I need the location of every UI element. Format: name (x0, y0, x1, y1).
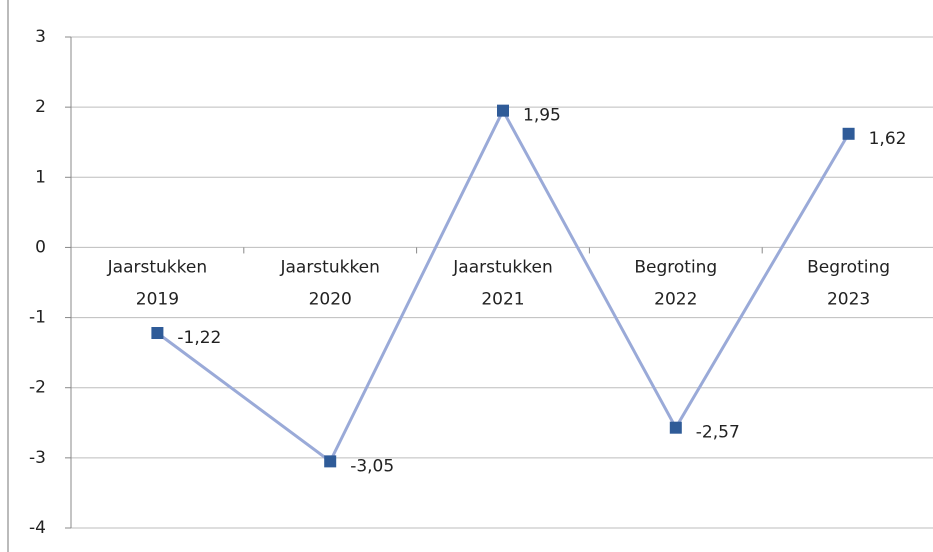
y-tick-label: 0 (35, 237, 46, 257)
data-point (669, 421, 682, 434)
y-tick-label: 3 (35, 27, 46, 47)
data-label: -1,22 (177, 328, 221, 348)
data-point (842, 127, 855, 140)
y-tick-label: 1 (35, 167, 46, 187)
data-line (156, 107, 850, 464)
y-tick-label: -3 (29, 448, 46, 468)
x-tick-label: Jaarstukken 2021 (452, 257, 552, 309)
x-tick-label: Jaarstukken 2019 (107, 257, 207, 309)
y-tick-label: -2 (29, 378, 46, 398)
y-tick-label: -1 (29, 308, 46, 328)
data-point (324, 455, 337, 468)
data-label: 1,95 (523, 106, 561, 126)
data-label: -2,57 (696, 423, 740, 443)
x-tick-label: Jaarstukken 2020 (279, 257, 379, 309)
data-label: 1,62 (869, 129, 907, 149)
y-tick-label: -4 (29, 518, 46, 538)
data-point (151, 327, 164, 340)
x-tick-label: Begroting 2023 (807, 257, 890, 309)
y-tick-label: 2 (35, 97, 46, 117)
data-point (497, 104, 509, 117)
x-tick-label: Begroting 2022 (634, 257, 717, 309)
data-label: -3,05 (350, 456, 394, 476)
